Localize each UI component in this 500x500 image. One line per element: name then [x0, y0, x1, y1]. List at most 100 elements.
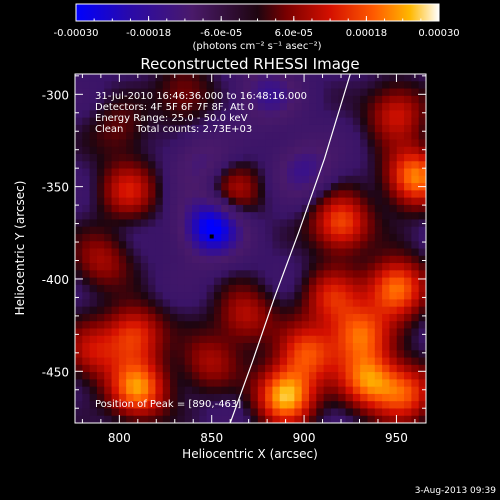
heatmap-cell — [316, 204, 325, 213]
heatmap-cell — [82, 132, 91, 141]
heatmap-cell — [367, 233, 376, 242]
heatmap-cell — [360, 255, 369, 264]
heatmap-cell — [221, 88, 230, 97]
heatmap-cell — [287, 335, 295, 344]
heatmap-cell — [396, 386, 405, 395]
heatmap-cell — [140, 401, 149, 410]
heatmap-cell — [192, 386, 200, 395]
heatmap-cell — [257, 379, 266, 388]
heatmap-cell — [206, 313, 215, 322]
heatmap-cell — [75, 343, 83, 351]
heatmap-cell — [96, 255, 105, 264]
heatmap-cell — [367, 132, 376, 141]
heatmap-cell — [309, 175, 317, 184]
heatmap-cell — [367, 175, 376, 184]
heatmap-cell — [323, 183, 332, 191]
heatmap-cell — [162, 161, 171, 170]
heatmap-cell — [170, 146, 178, 155]
heatmap-cell — [170, 270, 178, 279]
heatmap-cell — [316, 284, 325, 293]
heatmap-cell — [89, 379, 98, 388]
heatmap-cell — [338, 88, 347, 97]
heatmap-cell — [265, 415, 274, 423]
heatmap-cell — [111, 415, 120, 423]
chart-title: Reconstructed RHESSI Image — [140, 55, 359, 73]
heatmap-cell — [396, 190, 405, 199]
heatmap-cell — [177, 248, 186, 257]
heatmap-cell — [294, 197, 303, 206]
heatmap-cell — [213, 241, 222, 250]
heatmap-cell — [221, 124, 230, 133]
heatmap-cell — [352, 204, 361, 213]
heatmap-cell — [155, 292, 164, 300]
heatmap-cell — [382, 364, 391, 373]
heatmap-cell — [374, 357, 383, 366]
heatmap-cell — [213, 263, 222, 271]
heatmap-cell — [126, 241, 135, 250]
heatmap-cell — [170, 386, 178, 395]
heatmap-cell — [279, 343, 288, 351]
heatmap-cell — [228, 81, 237, 90]
heatmap-cell — [184, 270, 193, 279]
heatmap-cell — [221, 233, 230, 242]
heatmap-cell — [184, 292, 193, 300]
heatmap-cell — [360, 270, 369, 279]
heatmap-cell — [352, 313, 361, 322]
heatmap-cell — [352, 328, 361, 337]
heatmap-cell — [374, 401, 383, 410]
heatmap-cell — [75, 379, 83, 388]
heatmap-cell — [330, 110, 339, 119]
heatmap-cell — [177, 357, 186, 366]
heatmap-cell — [184, 357, 193, 366]
heatmap-cell — [126, 277, 135, 286]
heatmap-cell — [360, 321, 369, 330]
heatmap-cell — [404, 95, 412, 104]
heatmap-cell — [404, 219, 412, 228]
heatmap-cell — [257, 212, 266, 221]
heatmap-cell — [199, 306, 208, 315]
heatmap-cell — [170, 248, 178, 257]
heatmap-cell — [338, 161, 347, 170]
heatmap-cell — [250, 204, 259, 213]
heatmap-cell — [287, 95, 295, 104]
heatmap-cell — [352, 306, 361, 315]
heatmap-cell — [345, 263, 354, 271]
heatmap-cell — [411, 379, 420, 388]
heatmap-cell — [418, 190, 426, 199]
heatmap-cell — [330, 103, 339, 111]
heatmap-cell — [265, 190, 274, 199]
heatmap-cell — [418, 132, 426, 141]
heatmap-cell — [265, 95, 274, 104]
heatmap-cell — [265, 386, 274, 395]
heatmap-cell — [279, 88, 288, 97]
heatmap-cell — [82, 386, 91, 395]
heatmap-cell — [177, 81, 186, 90]
heatmap-cell — [287, 313, 295, 322]
heatmap-cell — [82, 401, 91, 410]
heatmap-cell — [184, 139, 193, 148]
heatmap-cell — [352, 350, 361, 359]
heatmap-cell — [345, 364, 354, 373]
heatmap-cell — [352, 139, 361, 148]
heatmap-cell — [367, 415, 376, 423]
heatmap-cell — [155, 190, 164, 199]
heatmap-cell — [111, 153, 120, 162]
heatmap-cell — [235, 292, 244, 300]
heatmap-cell — [155, 357, 164, 366]
heatmap-cell — [170, 175, 178, 184]
heatmap-cell — [287, 350, 295, 359]
heatmap-cell — [396, 95, 405, 104]
heatmap-cell — [301, 212, 310, 221]
heatmap-cell — [287, 299, 295, 308]
minimum-marker-dot — [209, 234, 214, 239]
heatmap-cell — [155, 233, 164, 242]
heatmap-cell — [104, 117, 113, 126]
heatmap-cell — [96, 117, 105, 126]
heatmap-cell — [228, 379, 237, 388]
heatmap-cell — [133, 183, 142, 191]
heatmap-cell — [287, 226, 295, 235]
heatmap-cell — [235, 313, 244, 322]
heatmap-cell — [330, 88, 339, 97]
heatmap-cell — [213, 393, 222, 402]
heatmap-cell — [418, 248, 426, 257]
